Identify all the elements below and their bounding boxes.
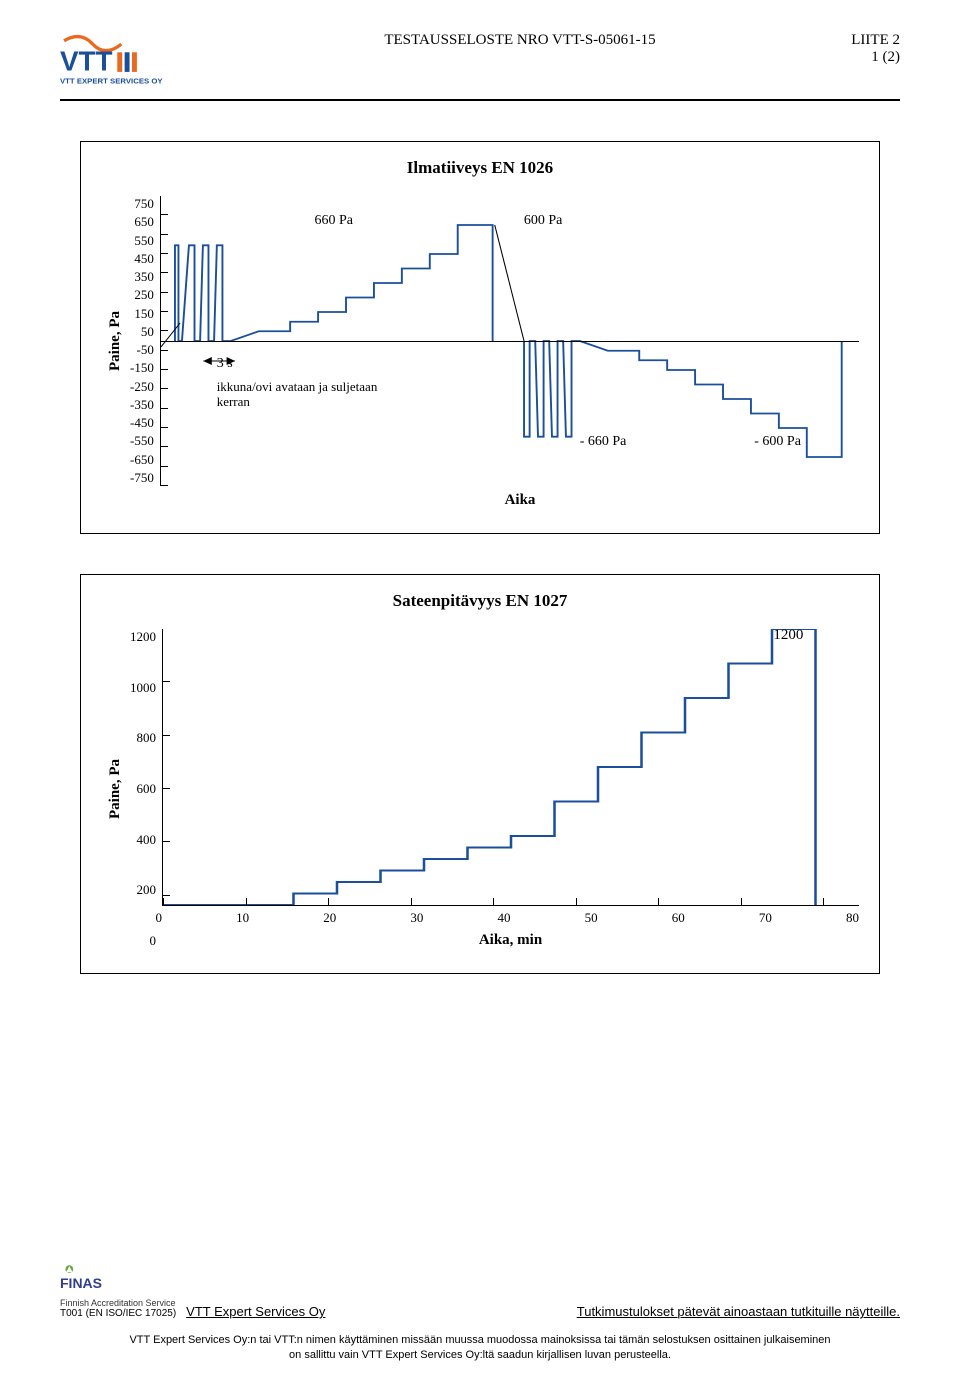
ytick-label: 1000 (130, 680, 156, 696)
chart1-xlabel: Aika (181, 492, 859, 509)
chart1-yticks: 750 650 550 450 350 250 150 50 -50 -150 -250 -350 -4… (130, 196, 160, 486)
chart1-annotation: 600 Pa (524, 213, 563, 229)
xtick-label: 30 (410, 910, 423, 926)
appendix-label: LIITE 2 (800, 32, 900, 49)
chart-watertightness: Sateenpitävyys EN 1027 Paine, Pa 1200100… (80, 574, 880, 974)
ytick-label: 1200 (130, 629, 156, 645)
xtick-label: 10 (236, 910, 249, 926)
finas-logo: FINAS Finnish Accreditation Service T001… (60, 1262, 176, 1319)
xtick-label: 80 (846, 910, 859, 926)
ytick-label: -150 (130, 360, 154, 376)
page-number: 1 (2) (800, 49, 900, 66)
chart2-title: Sateenpitävyys EN 1027 (101, 591, 859, 611)
xtick-label: 0 (156, 910, 163, 926)
xtick-label: 70 (759, 910, 772, 926)
ytick-label: 350 (130, 269, 154, 285)
chart2-peak-label: 1200 (773, 629, 803, 644)
ytick-label: 550 (130, 233, 154, 249)
document-header: VTT VTT EXPERT SERVICES OY TESTAUSSELOST… (60, 28, 900, 93)
svg-text:VTT EXPERT SERVICES OY: VTT EXPERT SERVICES OY (60, 76, 163, 85)
chart1-annotation: - 660 Pa (580, 434, 627, 450)
ytick-label: 450 (130, 251, 154, 267)
svg-text:VTT: VTT (60, 45, 113, 76)
chart1-plot: 660 Pa 600 Pa - 660 Pa - 600 Pa 3 s ikkuna/ov… (160, 196, 859, 486)
chart2-xlabel: Aika, min (162, 932, 859, 949)
ytick-label: 600 (130, 781, 156, 797)
chart2-xticks: 01020304050607080 (162, 910, 859, 926)
ytick-label: 650 (130, 214, 154, 230)
chart1-note: ikkuna/ovi avataan ja suljetaankerran (217, 379, 378, 410)
ytick-label: -650 (130, 452, 154, 468)
ytick-label: -450 (130, 415, 154, 431)
xtick-label: 20 (323, 910, 336, 926)
ytick-label: 750 (130, 196, 154, 212)
ytick-label: 250 (130, 287, 154, 303)
chart1-annotation: 3 s (217, 356, 233, 372)
xtick-label: 60 (672, 910, 685, 926)
ytick-label: 200 (130, 882, 156, 898)
xtick-label: 50 (585, 910, 598, 926)
finas-subtitle: Finnish Accreditation Service (60, 1298, 176, 1308)
svg-text:FINAS: FINAS (60, 1275, 102, 1291)
chart2-plot: 1200 (162, 629, 859, 906)
ytick-label: 0 (130, 933, 156, 949)
chart1-ylabel: Paine, Pa (101, 311, 130, 371)
ytick-label: -750 (130, 470, 154, 486)
vtt-logo: VTT VTT EXPERT SERVICES OY (60, 28, 240, 93)
ytick-label: -550 (130, 433, 154, 449)
chart2-yticks: 120010008006004002000 (130, 629, 162, 949)
header-divider (60, 99, 900, 101)
ytick-label: -250 (130, 379, 154, 395)
document-reference: TESTAUSSELOSTE NRO VTT-S-05061-15 (240, 28, 800, 49)
footer-company: VTT Expert Services Oy (186, 1304, 325, 1319)
chart1-title: Ilmatiiveys EN 1026 (101, 158, 859, 178)
chart2-ylabel: Paine, Pa (101, 759, 130, 819)
ytick-label: 800 (130, 730, 156, 746)
appendix-info: LIITE 2 1 (2) (800, 28, 900, 66)
chart-airtightness: Ilmatiiveys EN 1026 Paine, Pa 750 650 550 4… (80, 141, 880, 534)
footer-disclaimer: VTT Expert Services Oy:n tai VTT:n nimen… (60, 1333, 900, 1363)
page-footer: FINAS Finnish Accreditation Service T001… (60, 1252, 900, 1363)
ytick-label: -350 (130, 397, 154, 413)
xtick-label: 40 (498, 910, 511, 926)
ytick-label: 150 (130, 306, 154, 322)
ytick-label: 50 (130, 324, 154, 340)
chart1-annotation: - 600 Pa (754, 434, 801, 450)
ytick-label: -50 (130, 342, 154, 358)
accreditation-code: T001 (EN ISO/IEC 17025) (60, 1308, 176, 1319)
chart1-annotation: 660 Pa (314, 213, 353, 229)
ytick-label: 400 (130, 832, 156, 848)
footer-validity: Tutkimustulokset pätevät ainoastaan tutk… (577, 1304, 900, 1319)
